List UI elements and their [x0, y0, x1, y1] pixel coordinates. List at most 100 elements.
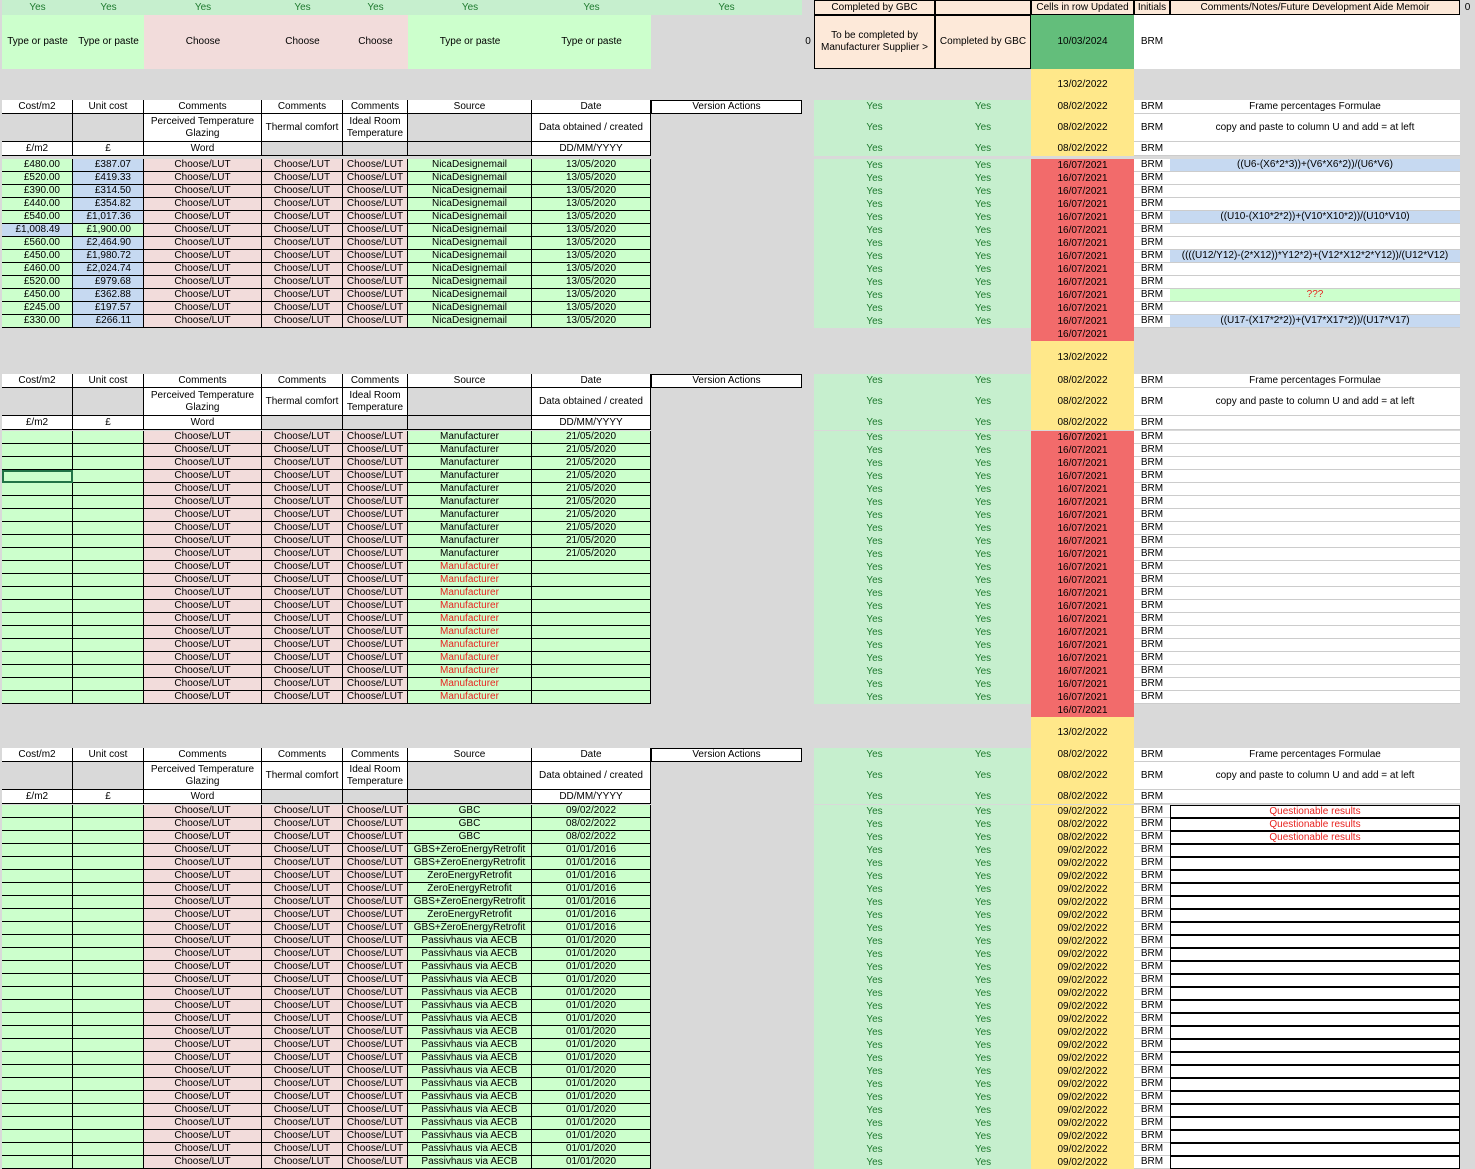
unit-cost[interactable] [73, 1091, 144, 1104]
note[interactable] [1170, 922, 1460, 935]
updated-date[interactable]: 09/02/2022 [1031, 896, 1134, 909]
comment-glazing[interactable]: Choose/LUT [144, 1052, 262, 1065]
comment-thermal[interactable]: Choose/LUT [262, 548, 343, 561]
source[interactable]: NicaDesignemail [408, 159, 532, 172]
unit-cost[interactable] [73, 1130, 144, 1143]
updated-date[interactable]: 09/02/2022 [1031, 857, 1134, 870]
comment-thermal[interactable]: Choose/LUT [262, 805, 343, 818]
comment-glazing[interactable]: Choose/LUT [144, 1065, 262, 1078]
unit-cost[interactable] [73, 922, 144, 935]
comment-room-temp[interactable]: Choose/LUT [343, 302, 408, 315]
updated-date[interactable]: 16/07/2021 [1031, 574, 1134, 587]
source[interactable]: Passivhaus via AECB [408, 1065, 532, 1078]
note[interactable] [1170, 1026, 1460, 1039]
comment-thermal[interactable]: Choose/LUT [262, 172, 343, 185]
comment-thermal[interactable]: Choose/LUT [262, 1026, 343, 1039]
comment-thermal[interactable]: Choose/LUT [262, 263, 343, 276]
unit-cost[interactable] [73, 857, 144, 870]
comment-room-temp[interactable]: Choose/LUT [343, 665, 408, 678]
updated-date[interactable]: 09/02/2022 [1031, 1013, 1134, 1026]
comment-glazing[interactable]: Choose/LUT [144, 961, 262, 974]
initials[interactable]: BRM [1134, 574, 1170, 587]
date-obtained[interactable] [532, 561, 651, 574]
comment-room-temp[interactable]: Choose/LUT [343, 961, 408, 974]
comment-glazing[interactable]: Choose/LUT [144, 1039, 262, 1052]
date-obtained[interactable]: 01/01/2020 [532, 1052, 651, 1065]
cost-per-m2[interactable] [2, 896, 73, 909]
updated-date[interactable]: 09/02/2022 [1031, 1130, 1134, 1143]
comment-glazing[interactable]: Choose/LUT [144, 315, 262, 328]
updated-date[interactable]: 16/07/2021 [1031, 548, 1134, 561]
note[interactable] [1170, 444, 1460, 457]
date-obtained[interactable]: 01/01/2020 [532, 948, 651, 961]
unit-cost[interactable] [73, 691, 144, 704]
cost-per-m2[interactable] [2, 1039, 73, 1052]
initials[interactable]: BRM [1134, 1065, 1170, 1078]
initials[interactable]: BRM [1134, 172, 1170, 185]
initials[interactable]: BRM [1134, 263, 1170, 276]
note[interactable]: ((U10-(X10*2*2))+(V10*X10*2))/(U10*V10) [1170, 211, 1460, 224]
initials[interactable]: BRM [1134, 1078, 1170, 1091]
note[interactable]: ((U6-(X6*2*3))+(V6*X6*2))/(U6*V6) [1170, 159, 1460, 172]
cost-per-m2[interactable] [2, 974, 73, 987]
source[interactable]: Manufacturer [408, 496, 532, 509]
note[interactable] [1170, 1130, 1460, 1143]
source[interactable]: Passivhaus via AECB [408, 948, 532, 961]
source[interactable]: Manufacturer [408, 587, 532, 600]
date-obtained[interactable]: 13/05/2020 [532, 159, 651, 172]
comment-thermal[interactable]: Choose/LUT [262, 844, 343, 857]
cost-per-m2[interactable] [2, 652, 73, 665]
comment-thermal[interactable]: Choose/LUT [262, 883, 343, 896]
cost-per-m2[interactable] [2, 1000, 73, 1013]
unit-cost[interactable] [73, 1117, 144, 1130]
updated-date[interactable]: 16/07/2021 [1031, 639, 1134, 652]
unit-cost[interactable] [73, 483, 144, 496]
comment-thermal[interactable]: Choose/LUT [262, 457, 343, 470]
comment-room-temp[interactable]: Choose/LUT [343, 1026, 408, 1039]
initials[interactable]: BRM [1134, 691, 1170, 704]
comment-room-temp[interactable]: Choose/LUT [343, 987, 408, 1000]
updated-date[interactable]: 16/07/2021 [1031, 561, 1134, 574]
source[interactable]: Manufacturer [408, 600, 532, 613]
updated-date[interactable]: 16/07/2021 [1031, 289, 1134, 302]
comment-thermal[interactable]: Choose/LUT [262, 909, 343, 922]
note[interactable] [1170, 263, 1460, 276]
comment-room-temp[interactable]: Choose/LUT [343, 1130, 408, 1143]
unit-cost[interactable] [73, 805, 144, 818]
updated-date[interactable]: 08/02/2022 [1031, 818, 1134, 831]
cost-per-m2[interactable] [2, 509, 73, 522]
updated-date[interactable]: 16/07/2021 [1031, 613, 1134, 626]
note[interactable] [1170, 1156, 1460, 1169]
source[interactable]: GBS+ZeroEnergyRetrofit [408, 896, 532, 909]
initials[interactable]: BRM [1134, 374, 1170, 388]
comment-thermal[interactable]: Choose/LUT [262, 1117, 343, 1130]
updated-date[interactable]: 16/07/2021 [1031, 678, 1134, 691]
date-obtained[interactable]: 13/05/2020 [532, 302, 651, 315]
cost-per-m2[interactable] [2, 691, 73, 704]
comment-thermal[interactable]: Choose/LUT [262, 1104, 343, 1117]
comment-thermal[interactable]: Choose/LUT [262, 289, 343, 302]
cost-per-m2[interactable]: £450.00 [2, 250, 73, 263]
source[interactable]: NicaDesignemail [408, 185, 532, 198]
date-obtained[interactable]: 21/05/2020 [532, 522, 651, 535]
note[interactable] [1170, 1078, 1460, 1091]
date-obtained[interactable]: 01/01/2020 [532, 1156, 651, 1169]
date-obtained[interactable]: 01/01/2016 [532, 870, 651, 883]
cost-per-m2[interactable] [2, 1156, 73, 1169]
date-obtained[interactable]: 01/01/2020 [532, 1130, 651, 1143]
comment-room-temp[interactable]: Choose/LUT [343, 818, 408, 831]
unit-cost[interactable] [73, 935, 144, 948]
updated-date[interactable]: 16/07/2021 [1031, 509, 1134, 522]
comment-room-temp[interactable]: Choose/LUT [343, 276, 408, 289]
date-obtained[interactable]: 01/01/2020 [532, 1117, 651, 1130]
date-obtained[interactable]: 01/01/2020 [532, 961, 651, 974]
date-obtained[interactable]: 01/01/2020 [532, 1104, 651, 1117]
updated-date[interactable]: 09/02/2022 [1031, 1104, 1134, 1117]
comment-thermal[interactable]: Choose/LUT [262, 818, 343, 831]
note[interactable] [1170, 678, 1460, 691]
note[interactable] [1170, 613, 1460, 626]
cost-per-m2[interactable] [2, 870, 73, 883]
comment-room-temp[interactable]: Choose/LUT [343, 909, 408, 922]
comment-glazing[interactable]: Choose/LUT [144, 302, 262, 315]
input-hint-h[interactable] [651, 15, 802, 69]
